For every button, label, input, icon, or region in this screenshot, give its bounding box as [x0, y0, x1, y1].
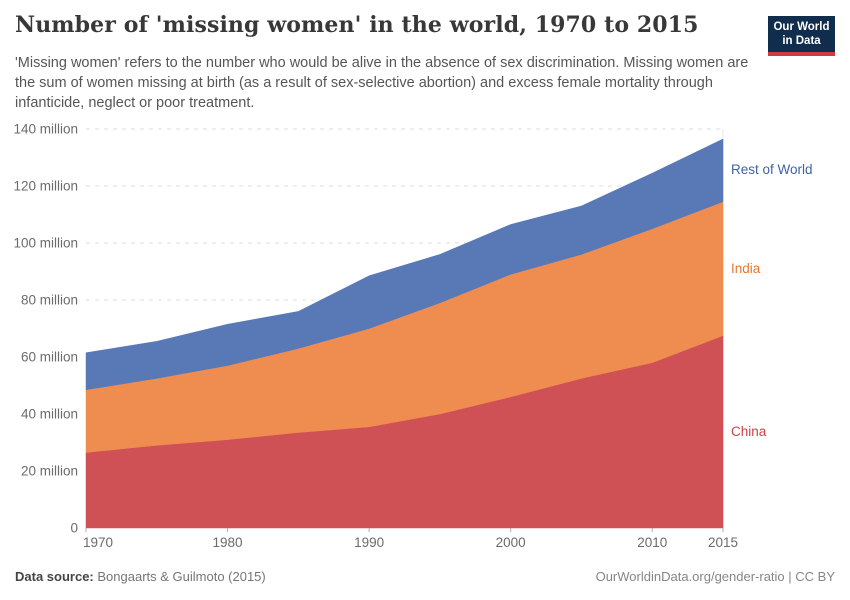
- data-source: Data source: Bongaarts & Guilmoto (2015): [15, 569, 266, 584]
- svg-text:120 million: 120 million: [13, 179, 78, 194]
- chart-title: Number of 'missing women' in the world, …: [15, 12, 699, 38]
- legend-label-india[interactable]: India: [731, 260, 761, 276]
- svg-text:20 million: 20 million: [21, 464, 78, 479]
- svg-text:60 million: 60 million: [21, 350, 78, 365]
- svg-text:100 million: 100 million: [13, 236, 78, 251]
- chart-subtitle: 'Missing women' refers to the number who…: [15, 55, 749, 111]
- svg-text:2015: 2015: [708, 535, 738, 550]
- owid-logo-line1: Our World: [773, 20, 830, 33]
- owid-logo[interactable]: Our World in Data: [768, 16, 835, 56]
- owid-logo-line2: in Data: [782, 35, 821, 47]
- svg-text:1970: 1970: [83, 535, 113, 550]
- svg-text:1990: 1990: [354, 535, 384, 550]
- svg-text:80 million: 80 million: [21, 293, 78, 308]
- svg-text:140 million: 140 million: [13, 122, 78, 137]
- legend-label-rest-of-world[interactable]: Rest of World: [731, 162, 813, 178]
- chart-footer: Data source: Bongaarts & Guilmoto (2015)…: [15, 569, 835, 584]
- data-source-value: Bongaarts & Guilmoto (2015): [97, 569, 266, 584]
- license-credit-link[interactable]: OurWorldinData.org/gender-ratio | CC BY: [595, 569, 835, 584]
- legend-label-china[interactable]: China: [731, 423, 767, 439]
- svg-text:40 million: 40 million: [21, 407, 78, 422]
- svg-text:2010: 2010: [637, 535, 667, 550]
- svg-text:2000: 2000: [496, 535, 526, 550]
- svg-text:0: 0: [70, 521, 78, 536]
- data-source-label: Data source:: [15, 569, 94, 584]
- svg-text:1980: 1980: [213, 535, 243, 550]
